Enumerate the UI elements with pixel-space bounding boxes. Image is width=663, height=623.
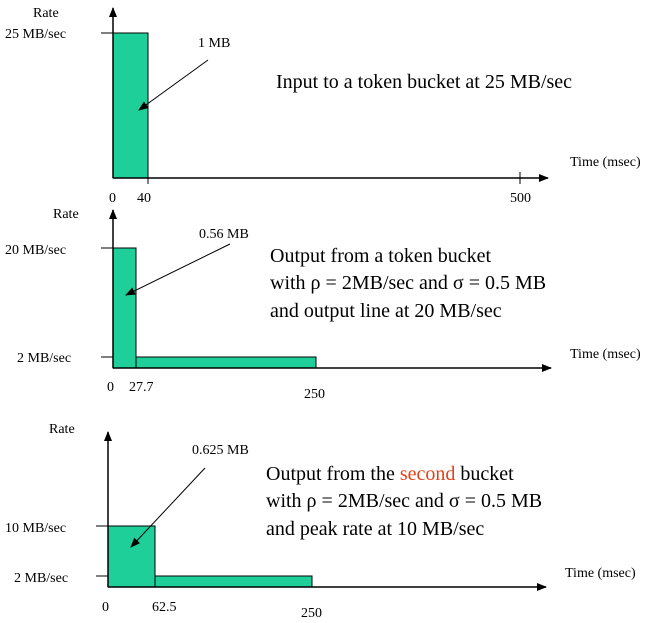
bar-burst (112, 32, 149, 179)
y-tick-label: 25 MB/sec (5, 27, 66, 42)
chart-caption-line2: with ρ = 2MB/sec and σ = 0.5 MB (270, 272, 546, 294)
x-tick-label: 27.7 (129, 380, 154, 395)
bar-volume-label: 1 MB (198, 36, 230, 51)
chart-output-second-bucket: Rate 10 MB/sec 2 MB/sec Time (msec) 0 62… (5, 422, 636, 621)
chart-caption-line3: and output line at 20 MB/sec (270, 300, 502, 322)
chart-input-rate: Rate 25 MB/sec Time (msec) 0 40 500 1 MB… (5, 6, 641, 206)
y-tick-label: 10 MB/sec (5, 521, 66, 536)
y-tick-label: 20 MB/sec (5, 243, 66, 258)
chart-caption-line2: with ρ = 2MB/sec and σ = 0.5 MB (266, 490, 542, 512)
bar-peak (112, 247, 137, 369)
x-tick-label: 40 (137, 191, 151, 206)
x-tick-label: 0 (109, 191, 116, 206)
bar-peak (107, 525, 156, 588)
chart-caption-line1: Output from a token bucket (270, 245, 491, 267)
pointer-arrow (125, 243, 231, 296)
y-axis-label: Rate (49, 422, 75, 437)
x-tick-label: 0 (107, 380, 114, 395)
y-tick-label: 2 MB/sec (17, 351, 71, 366)
pointer-arrow (130, 467, 206, 548)
bar-sustained (154, 575, 313, 588)
chart-caption-line3: and peak rate at 10 MB/sec (266, 518, 484, 540)
caption-accent-word: second (400, 463, 456, 485)
caption-text-post: bucket (455, 463, 514, 485)
x-axis-label: Time (msec) (565, 566, 636, 581)
bar-volume-label: 0.625 MB (192, 443, 249, 458)
caption-text-pre: Output from the (266, 463, 400, 485)
x-tick-label: 500 (510, 191, 531, 206)
chart-output-first-bucket: Rate 20 MB/sec 2 MB/sec Time (msec) 0 27… (5, 207, 641, 402)
x-tick-label: 0 (102, 600, 109, 615)
y-tick-label: 2 MB/sec (14, 571, 68, 586)
bar-volume-label: 0.56 MB (199, 227, 249, 242)
bar-sustained (135, 356, 317, 369)
x-tick-label: 62.5 (152, 600, 177, 615)
y-axis-label: Rate (53, 207, 79, 222)
chart-caption-line1: Output from the second bucket (266, 463, 514, 485)
x-tick-label: 250 (304, 387, 325, 402)
x-axis-label: Time (msec) (570, 347, 641, 362)
pointer-arrow (138, 59, 209, 111)
x-tick-label: 250 (301, 606, 322, 621)
y-axis-label: Rate (33, 6, 59, 21)
chart-caption: Input to a token bucket at 25 MB/sec (276, 71, 572, 93)
x-axis-label: Time (msec) (570, 155, 641, 170)
